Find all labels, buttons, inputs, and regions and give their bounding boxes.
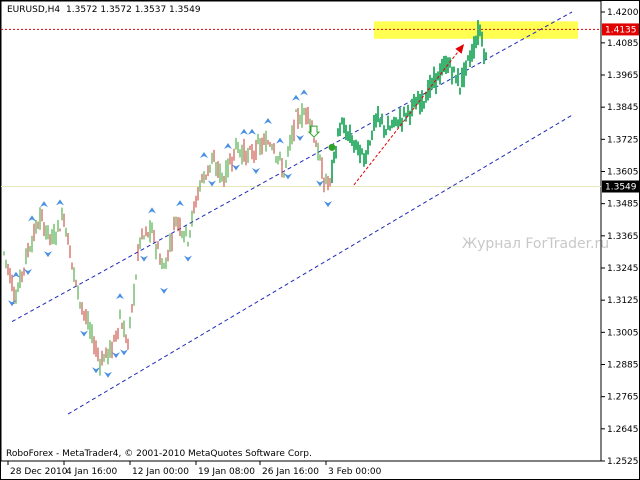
fractal-down-arrow	[208, 180, 216, 187]
fractal-down-arrow	[112, 352, 120, 359]
fractal-down-arrow	[140, 255, 148, 262]
fractal-up-arrow	[200, 151, 208, 158]
y-tick-label: 1.2525	[607, 457, 639, 467]
plot-area	[0, 0, 602, 462]
chart-ohlc: 1.3572 1.3572 1.3537 1.3549	[66, 5, 201, 15]
fractal-down-arrow	[104, 371, 112, 378]
fractal-up-arrow	[292, 94, 300, 101]
fractal-down-arrow	[24, 269, 32, 276]
target-zone	[374, 21, 578, 39]
x-tick-label: 19 Jan 08:00	[198, 467, 255, 477]
price-label-box	[602, 23, 639, 36]
channel-line	[11, 11, 573, 323]
forecast-dot-icon	[328, 143, 336, 151]
fractal-down-arrow	[324, 201, 332, 208]
fractal-down-arrow	[316, 180, 324, 187]
y-tick-label: 1.3725	[607, 135, 639, 145]
fractal-up-arrow	[56, 199, 64, 206]
y-tick-label: 1.4200	[607, 8, 639, 18]
price-label-text: 1.4135	[605, 25, 637, 35]
fractal-up-arrow	[248, 128, 256, 135]
y-tick-label: 1.3005	[607, 328, 639, 338]
price-label-box	[602, 180, 639, 193]
fractal-up-arrow	[176, 200, 184, 207]
fractal-up-arrow	[116, 293, 124, 300]
fractal-down-arrow	[284, 173, 292, 180]
x-tick-label: 4 Jan 16:00	[66, 467, 118, 477]
y-tick-label: 1.3965	[607, 71, 639, 81]
fractal-up-arrow	[240, 128, 248, 135]
fractal-down-arrow	[184, 255, 192, 262]
fractal-down-arrow	[252, 168, 260, 175]
fractal-up-arrow	[40, 201, 48, 208]
fractal-up-arrow	[276, 137, 284, 144]
x-tick-label: 26 Jan 16:00	[262, 467, 319, 477]
y-tick-label: 1.3605	[607, 167, 639, 177]
x-tick-label: 12 Jan 00:00	[132, 467, 189, 477]
fractal-down-arrow	[8, 300, 16, 307]
fractal-up-arrow	[264, 118, 272, 125]
y-tick-label: 1.2885	[607, 360, 639, 370]
fractal-down-arrow	[92, 367, 100, 374]
y-tick-label: 1.3365	[607, 232, 639, 242]
fractal-down-arrow	[44, 251, 52, 258]
y-tick-label: 1.2765	[607, 393, 639, 403]
y-tick-label: 1.2645	[607, 425, 639, 435]
chart-symbol: EURUSD,H4	[7, 5, 60, 15]
forecast-arrow-head	[455, 44, 464, 54]
fractal-up-arrow	[224, 143, 232, 150]
price-label-text: 1.3549	[605, 183, 637, 193]
y-tick-label: 1.3125	[607, 296, 639, 306]
fractal-down-arrow	[296, 134, 304, 141]
fractal-down-arrow	[120, 349, 128, 356]
y-tick-label: 1.3485	[607, 200, 639, 210]
copyright-text: RoboForex - MetaTrader4, © 2001-2010 Met…	[6, 449, 312, 459]
fractal-down-arrow	[232, 164, 240, 171]
y-tick-label: 1.4085	[607, 39, 639, 49]
fractal-up-arrow	[28, 215, 36, 222]
fractal-up-arrow	[12, 271, 20, 278]
fractal-up-arrow	[148, 207, 156, 214]
x-tick-label: 28 Dec 2010	[10, 467, 68, 477]
watermark-text: Журнал ForTrader.ru	[462, 236, 609, 252]
down-arrow-icon	[307, 125, 321, 138]
y-tick-label: 1.3245	[607, 264, 639, 274]
fractal-down-arrow	[160, 287, 168, 294]
fractal-up-arrow	[300, 89, 308, 96]
fractal-down-arrow	[80, 330, 88, 337]
y-tick-label: 1.3845	[607, 103, 639, 113]
x-tick-label: 3 Feb 00:00	[328, 467, 382, 477]
